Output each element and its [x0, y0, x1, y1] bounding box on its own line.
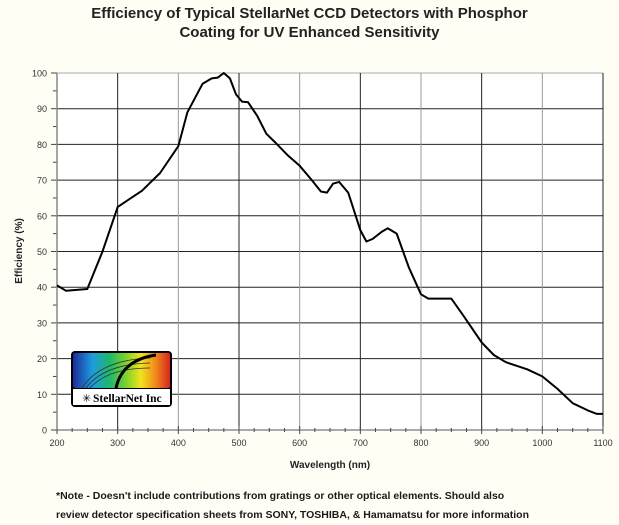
stellarnet-logo: ✳ StellarNet Inc [71, 351, 172, 407]
chart-title: Efficiency of Typical StellarNet CCD Det… [0, 4, 619, 42]
x-tick-label: 600 [292, 438, 307, 448]
y-tick-label: 50 [37, 247, 47, 257]
x-tick-label: 500 [231, 438, 246, 448]
y-tick-label: 30 [37, 318, 47, 328]
footnote-line-1: *Note - Doesn't include contributions fr… [56, 490, 505, 502]
x-tick-label: 900 [474, 438, 489, 448]
x-tick-label: 200 [49, 438, 64, 448]
x-tick-label: 300 [110, 438, 125, 448]
series-group [56, 72, 603, 415]
y-tick-labels: 0 10 20 30 40 50 60 70 80 90 100 [32, 69, 47, 436]
y-tick-label: 60 [37, 211, 47, 221]
y-tick-label: 100 [32, 69, 47, 79]
footnote: *Note - Doesn't include contributions fr… [56, 487, 529, 525]
y-tick-label: 40 [37, 283, 47, 293]
y-tick-label: 20 [37, 354, 47, 364]
y-tick-label: 0 [42, 426, 47, 436]
x-tick-labels: 200 300 400 500 600 700 800 900 1000 1100 [49, 438, 612, 448]
x-tick-label: 400 [171, 438, 186, 448]
x-tick-label: 1000 [532, 438, 552, 448]
x-axis-label: Wavelength (nm) [290, 460, 370, 471]
logo-swoosh [114, 353, 157, 389]
chart-title-line-1: Efficiency of Typical StellarNet CCD Det… [91, 5, 528, 22]
y-tick-label: 80 [37, 140, 47, 150]
logo-text: StellarNet Inc [93, 393, 162, 405]
x-tick-label: 700 [353, 438, 368, 448]
chart-title-line-2: Coating for UV Enhanced Sensitivity [179, 24, 440, 41]
y-tick-label: 10 [37, 390, 47, 400]
efficiency-line [56, 72, 603, 415]
footnote-line-2: review detector specification sheets fro… [56, 509, 530, 521]
x-tick-label: 1100 [593, 438, 612, 448]
logo-star-icon: ✳ [82, 393, 91, 405]
y-axis-label: Efficiency (%) [14, 218, 25, 284]
y-tick-label: 90 [37, 104, 47, 114]
x-tick-label: 800 [413, 438, 428, 448]
axes [51, 72, 604, 434]
y-tick-label: 70 [37, 176, 47, 186]
